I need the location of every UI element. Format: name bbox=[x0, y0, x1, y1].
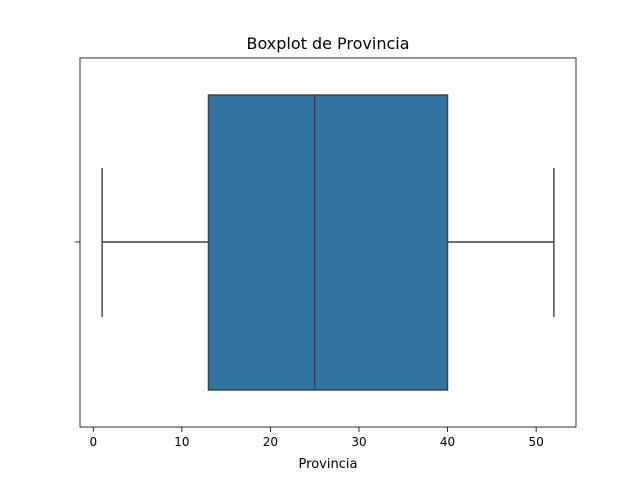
x-tick-label: 0 bbox=[89, 435, 97, 449]
iqr-box bbox=[207, 94, 449, 391]
x-tick-label: 30 bbox=[351, 435, 366, 449]
x-tick-label: 50 bbox=[529, 435, 544, 449]
x-axis-label: Provincia bbox=[299, 457, 358, 472]
x-tick-label: 40 bbox=[440, 435, 455, 449]
chart-title: Boxplot de Provincia bbox=[246, 34, 409, 53]
plot-area-frame bbox=[79, 57, 577, 428]
boxplot-marks bbox=[101, 94, 555, 391]
x-tick-label: 20 bbox=[263, 435, 278, 449]
x-axis: 0 10 20 30 40 50 bbox=[89, 427, 544, 449]
x-tick-label: 10 bbox=[174, 435, 189, 449]
